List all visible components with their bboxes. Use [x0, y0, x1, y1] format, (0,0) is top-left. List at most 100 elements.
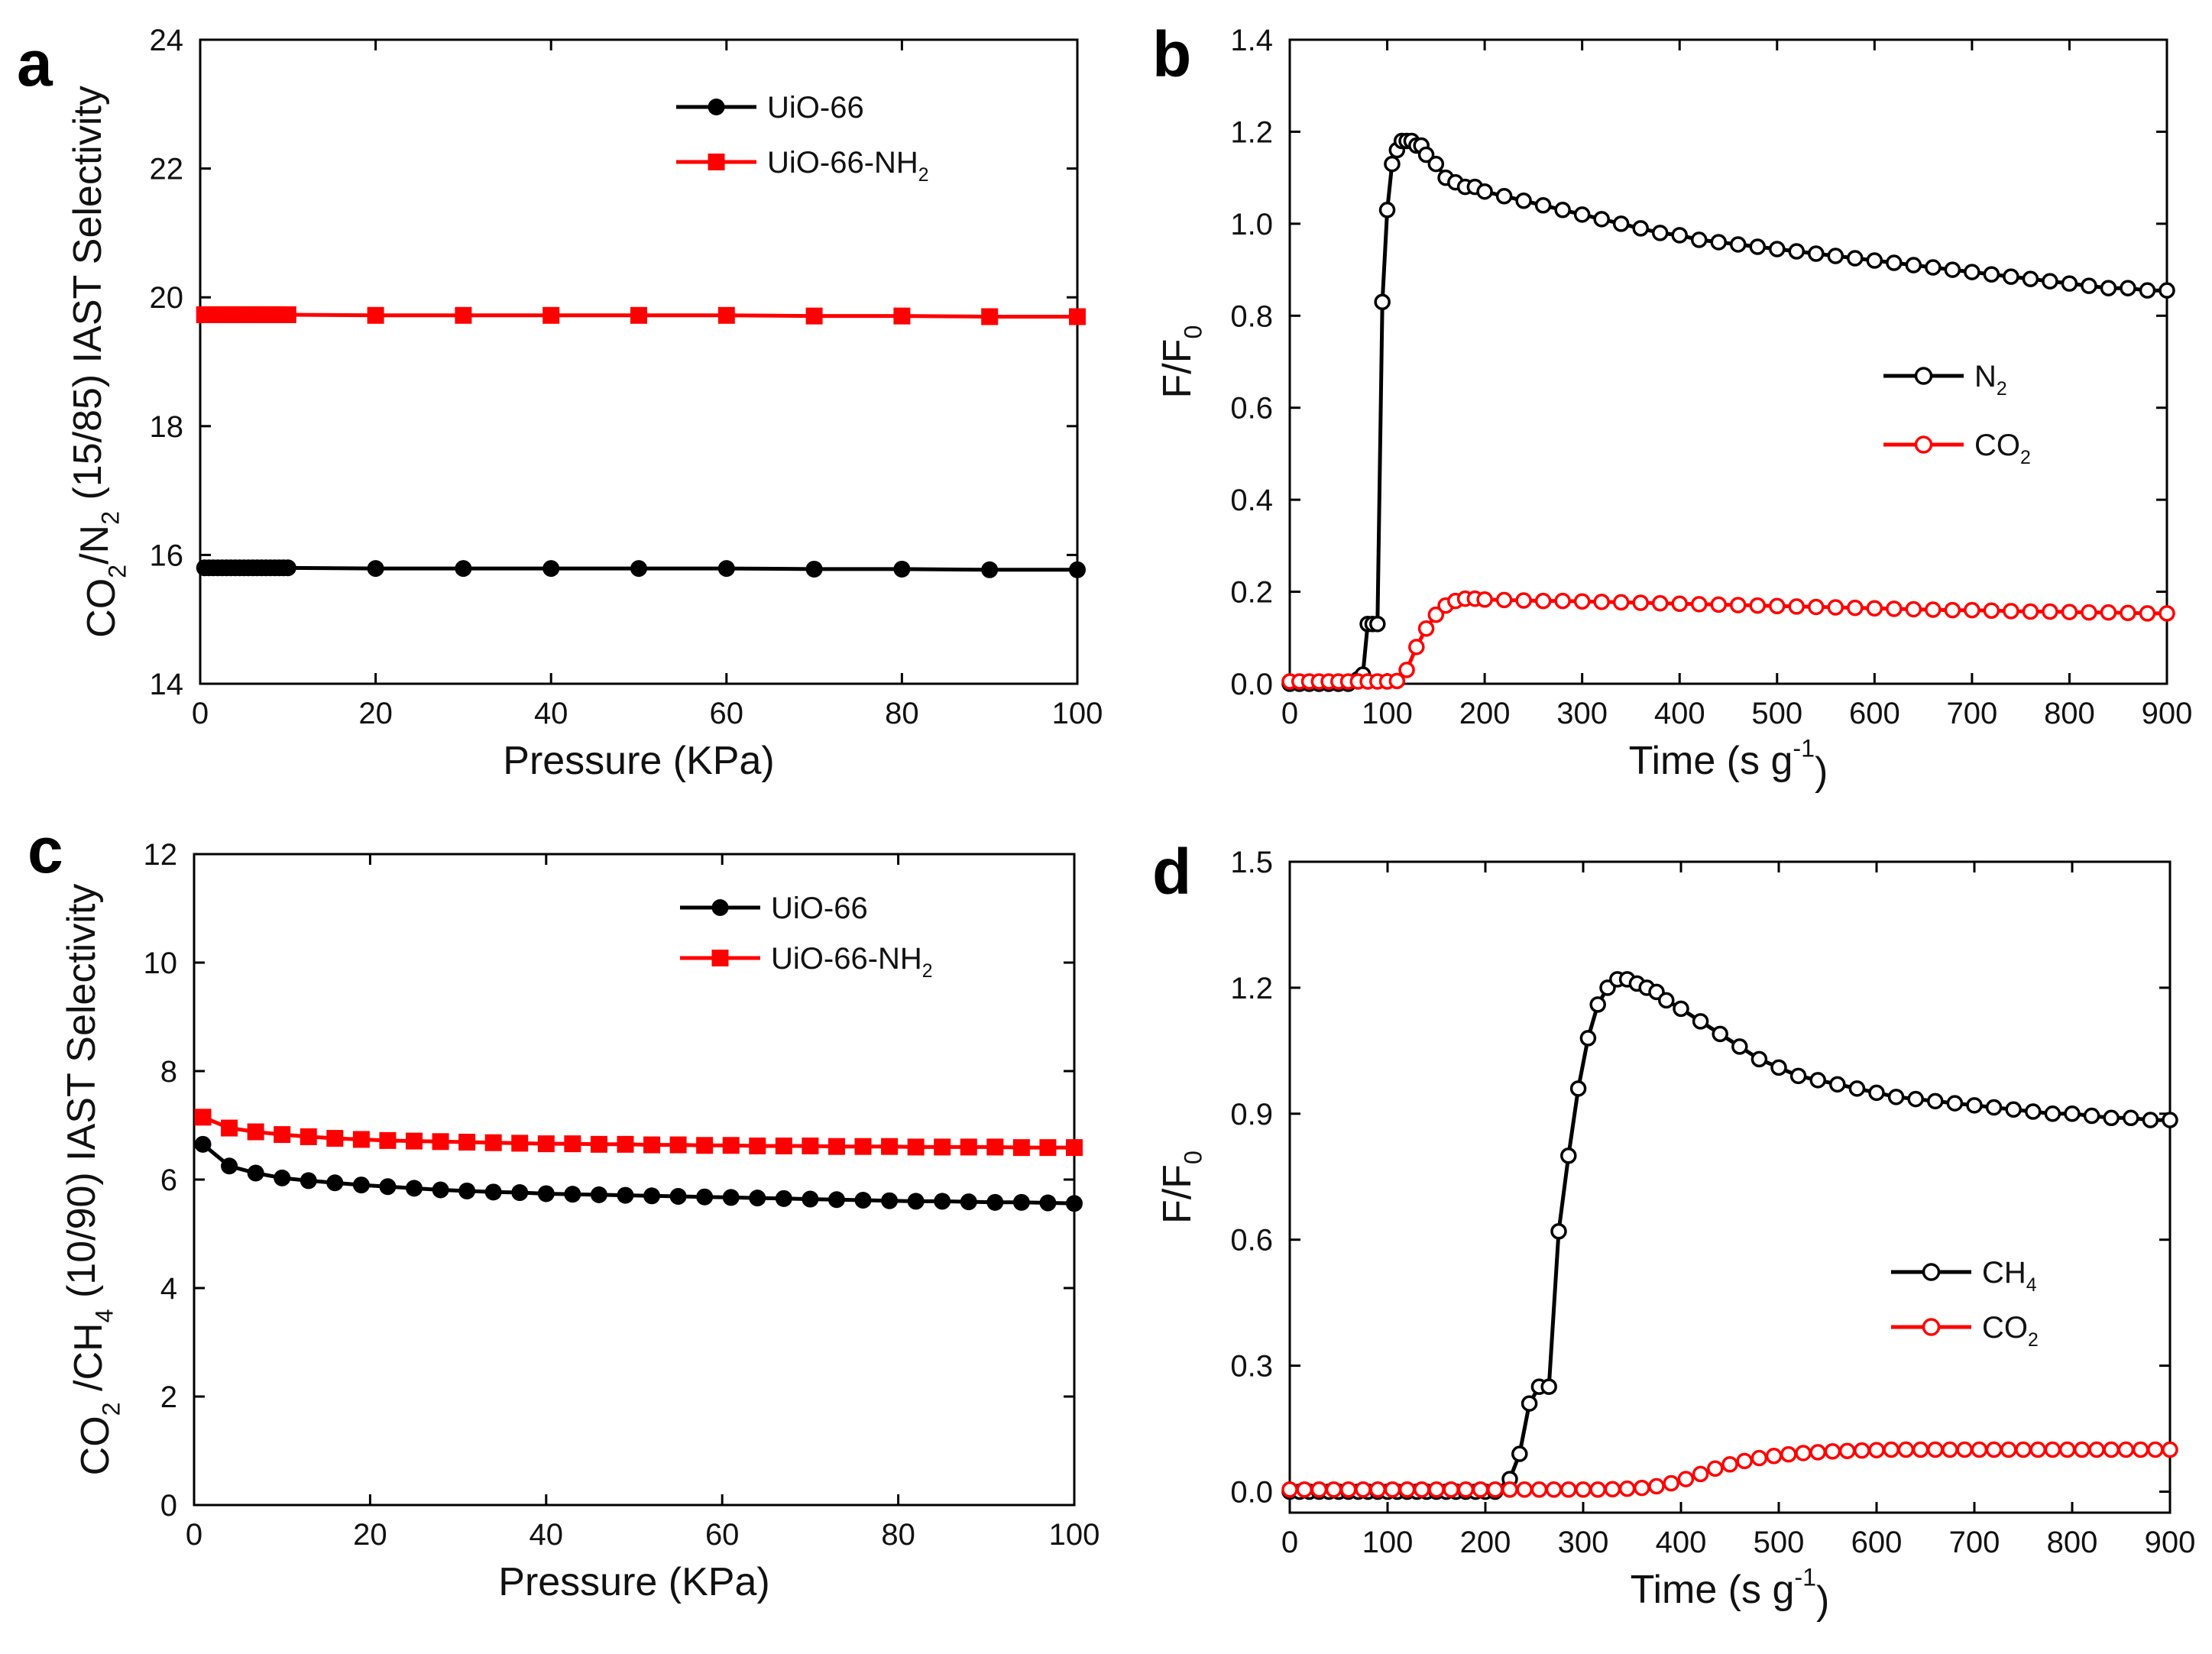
panel-b-x-tick-label: 800: [2044, 697, 2095, 730]
panel-b-data-point: [1612, 215, 1630, 232]
panel-b-data-point: [1632, 594, 1649, 611]
panel-a-data-point: [630, 306, 647, 324]
panel-d-data-point: [1868, 1084, 1885, 1102]
panel-a-data-point: [717, 560, 735, 578]
panel-c-data-point: [274, 1126, 291, 1144]
panel-c-data-point: [854, 1191, 872, 1209]
panel-b-data-point: [1769, 597, 1786, 614]
panel-c-data-point: [484, 1183, 502, 1201]
panel-a-y-tick-label: 16: [150, 539, 184, 572]
panel-b-data-point: [1632, 220, 1649, 237]
panel-d-legend-label: CH4: [1982, 1256, 2037, 1296]
panel-c-data-point: [1066, 1139, 1083, 1157]
panel-c-data-point: [669, 1188, 687, 1206]
panel-b-data-point: [1905, 600, 1922, 618]
panel-a-series-0: [196, 559, 1086, 578]
panel-b-data-point: [1427, 155, 1445, 173]
panel-d-data-point: [1868, 1442, 1885, 1458]
panel-d-data-point: [1569, 1080, 1587, 1097]
panel-d-data-point: [1634, 1479, 1650, 1497]
panel-b-data-point: [1573, 593, 1591, 610]
panel-d-data-point: [2162, 1112, 2178, 1128]
panel-c-data-point: [722, 1137, 740, 1154]
panel-d-data-point: [2088, 1441, 2105, 1458]
panel-b-data-point: [1847, 599, 1864, 617]
panel-d-data-point: [1663, 1474, 1679, 1492]
panel-b-data-point: [1417, 620, 1435, 637]
panel-b-data-point: [1554, 202, 1571, 218]
panel-d-data-point: [1579, 1030, 1597, 1047]
panel-d-data-point: [1540, 1378, 1557, 1395]
panel-d-x-tick-label: 400: [1656, 1526, 1707, 1559]
panel-d-data-point: [1673, 1000, 1689, 1018]
panel-b-data-point: [1690, 231, 1708, 248]
panel-b-x-tick-label: 700: [1947, 697, 1998, 730]
panel-a-axes-frame: [199, 38, 1079, 685]
panel-d-data-point: [1516, 1481, 1533, 1498]
panel-b-label: b: [1152, 18, 1191, 90]
panel-b-x-tick-label: 100: [1362, 697, 1413, 730]
panel-b: 0 100 200 300 400 500 600 700 800 900 0.0 0.2 0.4 0.6…: [1155, 24, 2192, 794]
panel-c-data-point: [1012, 1193, 1030, 1211]
panel-b-data-point: [1593, 594, 1610, 610]
panel-b-data-point: [2042, 273, 2058, 290]
panel-a-data-point: [455, 306, 472, 324]
panel-d-data-point: [1956, 1441, 1973, 1458]
panel-b-data-point: [1534, 197, 1552, 214]
panel-b-legend-label: N2: [1974, 360, 2007, 400]
panel-b-data-point: [2120, 280, 2136, 296]
panel-c-data-point: [564, 1186, 581, 1203]
panel-d-data-point: [1340, 1481, 1357, 1498]
panel-b-legend-entry: N2: [1883, 360, 2007, 400]
panel-c-series-1: [194, 1109, 1083, 1157]
panel-d-data-point: [1443, 1481, 1459, 1498]
panel-b-data-point: [1384, 155, 1401, 173]
panel-c-legend-entry: UiO-66-NH2: [680, 942, 933, 982]
panel-b-data-point: [1369, 615, 1386, 633]
panel-d: 0 100 200 300 400 500 600 700 800 900 0.0 0.3 0.6 0.9…: [1155, 846, 2195, 1623]
panel-d-data-point: [1809, 1072, 1826, 1089]
panel-a-x-tick-label: 20: [358, 697, 393, 730]
panel-c-data-point: [802, 1137, 819, 1154]
panel-b-data-point: [1515, 592, 1532, 609]
panel-a-legend-marker: [708, 99, 725, 115]
panel-d-x-tick-label: 800: [2047, 1526, 2098, 1559]
panel-a-x-tick-label: 80: [885, 697, 919, 730]
panel-d-y-tick-label: 0.9: [1230, 1098, 1273, 1131]
panel-d-data-point: [1824, 1442, 1841, 1460]
panel-c-data-point: [194, 1109, 212, 1126]
panel-c-data-point: [749, 1190, 766, 1207]
panel-c-series-line: [201, 1142, 1075, 1206]
panel-a-series-1: [196, 306, 1086, 325]
panel-b-data-point: [1374, 293, 1391, 310]
panel-c-data-point: [326, 1174, 344, 1192]
panel-a-legend-entry: UiO-66-NH2: [676, 146, 929, 186]
panel-c-x-tick-label: 60: [705, 1518, 740, 1552]
panel-d-y-axis-title: F/F0: [1155, 1151, 1207, 1224]
panel-c-x-axis-title: Pressure (KPa): [498, 1560, 769, 1604]
panel-c-data-point: [827, 1191, 845, 1209]
panel-c-data-point: [881, 1192, 899, 1209]
panel-c-y-tick-label: 0: [160, 1489, 177, 1523]
panel-b-data-point: [1671, 227, 1688, 244]
panel-a-data-point: [805, 560, 823, 578]
panel-d-x-tick-label: 900: [2145, 1526, 2196, 1559]
panel-a-y-tick-label: 14: [150, 668, 184, 701]
panel-b-data-point: [1847, 250, 1864, 267]
panel-b-y-tick-label: 0.2: [1230, 576, 1273, 610]
panel-b-data-point: [2061, 604, 2078, 620]
panel-c-data-point: [221, 1119, 238, 1137]
panel-b-data-point: [1690, 596, 1708, 613]
panel-d-label: d: [1152, 836, 1191, 908]
panel-c-data-point: [590, 1135, 607, 1153]
panel-d-data-point: [1789, 1067, 1807, 1085]
panel-c-data-point: [696, 1188, 714, 1206]
panel-c-data-point: [194, 1135, 212, 1153]
panel-a-x-axis-title: Pressure (KPa): [503, 739, 774, 783]
panel-b-data-point: [1808, 598, 1825, 616]
panel-a-legend-label: UiO-66: [767, 91, 864, 125]
panel-b-y-tick-label: 0.6: [1230, 392, 1273, 426]
panel-b-data-point: [1730, 597, 1747, 613]
panel-d-data-point: [1589, 996, 1606, 1013]
